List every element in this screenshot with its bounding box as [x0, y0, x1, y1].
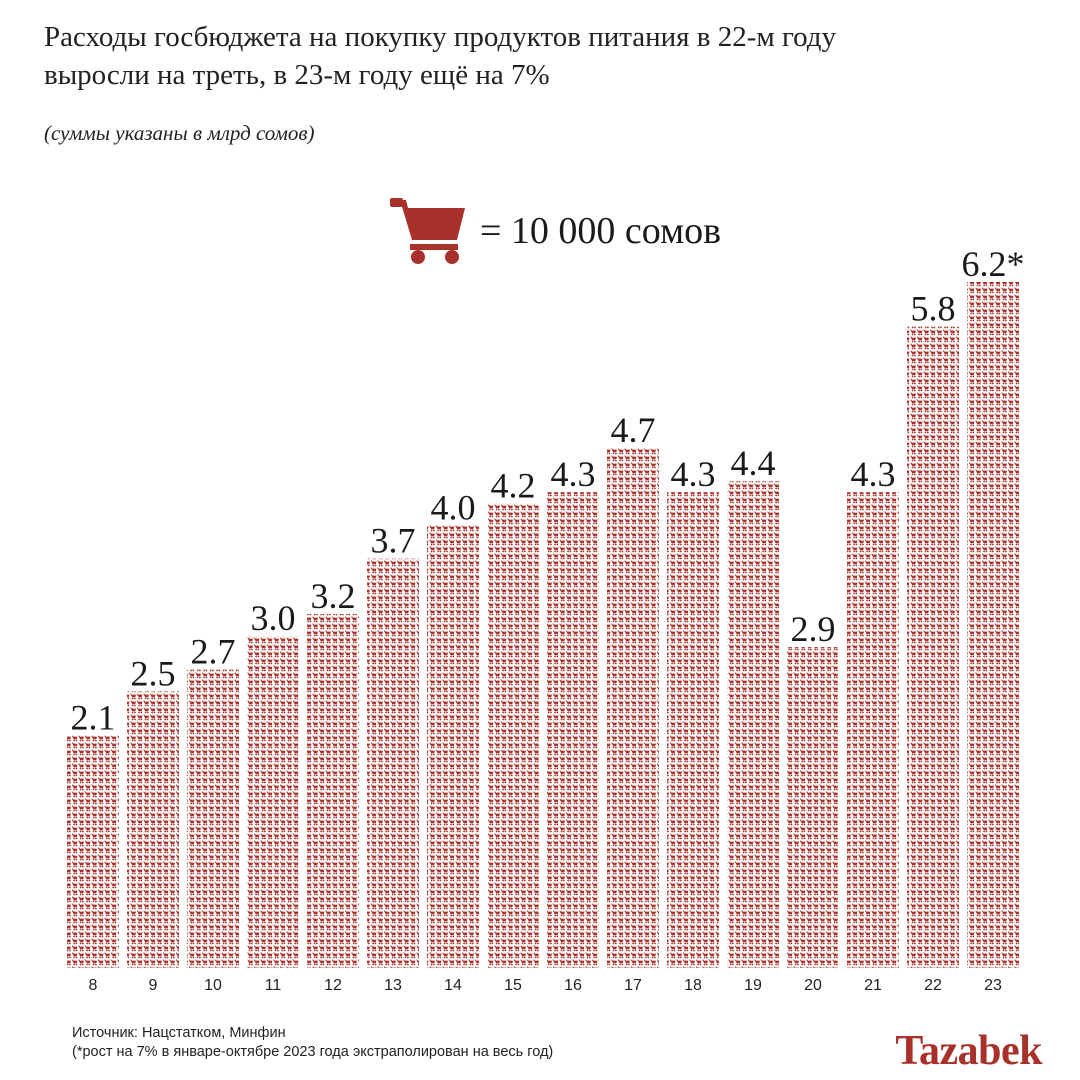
footnote: (*рост на 7% в январе-октябре 2023 года …	[72, 1044, 554, 1060]
bar-group-21: 4.3 21	[847, 454, 899, 994]
data-label-19: 4.4	[731, 443, 776, 483]
x-tick-label-9: 9	[149, 977, 158, 994]
bar-group-15: 4.2 15	[487, 465, 539, 994]
bar-12	[307, 613, 359, 968]
bar-10	[187, 669, 239, 968]
pictograph-bar-chart: 2.182.592.7103.0113.2123.7134.0144.2154.…	[67, 244, 1025, 994]
bar-11	[247, 636, 299, 968]
data-label-21: 4.3	[851, 454, 896, 494]
bar-group-11: 3.0 11	[247, 598, 299, 994]
bar-14	[427, 525, 479, 968]
data-label-11: 3.0	[251, 598, 296, 638]
bar-22	[907, 326, 959, 968]
data-label-13: 3.7	[371, 521, 416, 561]
data-label-12: 3.2	[311, 576, 356, 616]
bar-9	[127, 691, 179, 968]
legend: = 10 000 сомов	[390, 196, 721, 266]
data-label-17: 4.7	[611, 410, 656, 450]
x-tick-label-18: 18	[684, 977, 702, 994]
data-label-8: 2.1	[71, 698, 116, 738]
bar-group-14: 4.0 14	[427, 487, 479, 994]
bar-21	[847, 492, 899, 968]
x-tick-label-8: 8	[89, 977, 98, 994]
x-tick-label-21: 21	[864, 977, 882, 994]
bar-20	[787, 647, 839, 968]
chart-title: Расходы госбюджета на покупку продуктов …	[44, 18, 1004, 94]
bar-18	[667, 492, 719, 968]
x-tick-label-13: 13	[384, 977, 402, 994]
data-label-23: 6.2*	[962, 244, 1025, 284]
chart-title-line-1: Расходы госбюджета на покупку продуктов …	[44, 21, 837, 53]
x-tick-label-17: 17	[624, 977, 642, 994]
footer: Источник: Нацстатком, Минфин (*рост на 7…	[72, 1024, 553, 1062]
bar-group-23: 6.2* 23	[962, 244, 1025, 994]
x-tick-label-16: 16	[564, 977, 582, 994]
tazabek-logo: Tazabek	[895, 1022, 1042, 1072]
x-tick-label-10: 10	[204, 977, 222, 994]
bar-group-10: 2.7 10	[187, 631, 239, 994]
bar-19	[727, 481, 779, 968]
data-label-16: 4.3	[551, 454, 596, 494]
data-label-22: 5.8	[911, 288, 956, 328]
x-tick-label-15: 15	[504, 977, 522, 994]
bar-15	[487, 503, 539, 968]
bar-group-20: 2.9 20	[787, 609, 839, 994]
bar-group-19: 4.4 19	[727, 443, 779, 994]
logo-text: Tazabek	[895, 1028, 1042, 1074]
bar-group-12: 3.2 12	[307, 576, 359, 994]
x-tick-label-12: 12	[324, 977, 342, 994]
data-label-10: 2.7	[191, 631, 236, 671]
bar-17	[607, 447, 659, 968]
bar-group-9: 2.59	[127, 653, 179, 994]
x-tick-label-11: 11	[265, 977, 282, 994]
bar-group-13: 3.7 13	[367, 521, 419, 994]
x-tick-label-22: 22	[924, 977, 942, 994]
data-label-20: 2.9	[791, 609, 836, 649]
x-tick-label-14: 14	[444, 977, 462, 994]
chart-subtitle: (суммы указаны в млрд сомов)	[44, 121, 315, 145]
x-tick-label-20: 20	[804, 977, 822, 994]
data-label-15: 4.2	[491, 465, 536, 505]
shopping-cart-icon	[390, 196, 470, 266]
bar-group-22: 5.8 22	[907, 288, 959, 994]
x-tick-label-19: 19	[744, 977, 762, 994]
chart-title-line-2: выросли на треть, в 23-м году ещё на 7%	[44, 59, 550, 91]
bar-group-17: 4.7 17	[607, 410, 659, 994]
bar-13	[367, 558, 419, 968]
legend-text: = 10 000 сомов	[480, 210, 722, 252]
bar-16	[547, 492, 599, 968]
bar-group-8: 2.18	[67, 698, 119, 994]
data-label-9: 2.5	[131, 653, 176, 693]
bar-group-18: 4.3 18	[667, 454, 719, 994]
source-note: Источник: Нацстатком, Минфин	[72, 1025, 286, 1041]
x-tick-label-23: 23	[984, 977, 1002, 994]
data-label-18: 4.3	[671, 454, 716, 494]
bar-8	[67, 735, 119, 968]
bar-group-16: 4.3 16	[547, 454, 599, 994]
bar-23	[967, 282, 1019, 968]
data-label-14: 4.0	[431, 487, 476, 527]
